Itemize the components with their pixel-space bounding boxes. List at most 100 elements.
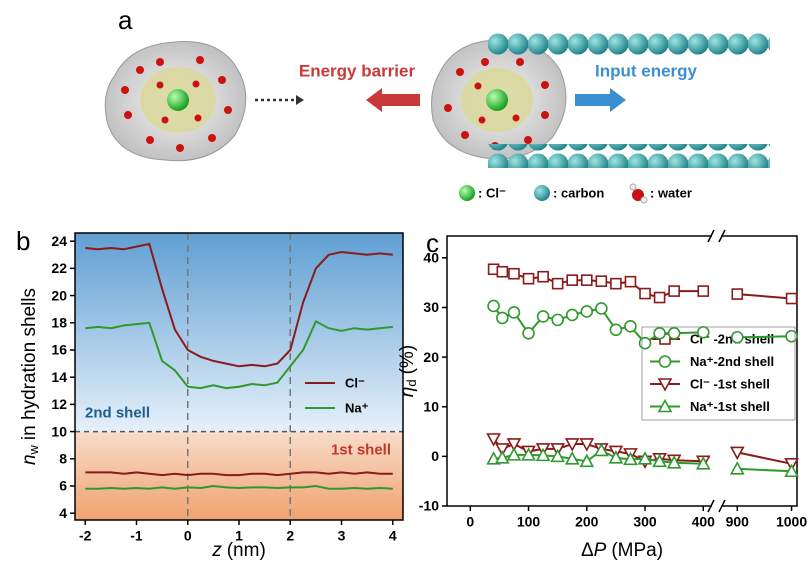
marker <box>654 328 665 339</box>
legend-text: : water <box>650 185 692 200</box>
marker <box>523 328 534 339</box>
y-axis-label: nw in hydration shells <box>19 288 41 465</box>
marker <box>488 300 499 311</box>
x-tick-label: 0 <box>184 528 192 544</box>
marker <box>610 324 621 335</box>
label-text: in hydration shells <box>19 288 40 440</box>
marker <box>596 303 607 314</box>
barrier-label: Energy barrier <box>299 61 416 80</box>
panel-label: a <box>118 5 133 35</box>
x-tick-label: -1 <box>130 528 143 544</box>
x-tick-label: 100 <box>517 514 541 530</box>
page: a Energy barrier I <box>0 0 811 567</box>
marker <box>655 293 665 303</box>
marker <box>732 289 742 299</box>
label-text: (MPa) <box>611 540 663 561</box>
marker <box>640 289 650 299</box>
marker <box>497 312 508 323</box>
axis-break <box>708 230 725 242</box>
marker <box>669 286 679 296</box>
region-label: 2nd shell <box>85 405 150 422</box>
nanotube-wall <box>488 144 770 168</box>
y-tick-label: 20 <box>51 287 67 303</box>
y-tick-label: 22 <box>51 260 67 276</box>
y-tick-label: 16 <box>51 342 67 358</box>
marker <box>660 356 671 367</box>
marker <box>596 276 606 286</box>
x-tick-label: 300 <box>633 514 657 530</box>
x-tick-label: 400 <box>692 514 716 530</box>
y-tick-label: 10 <box>423 398 439 414</box>
x-tick-label: 900 <box>726 514 750 530</box>
x-tick-label: 0 <box>466 514 474 530</box>
y-tick-label: 24 <box>51 233 67 249</box>
label-sub: w <box>26 444 41 455</box>
y-tick-label: 14 <box>51 369 67 385</box>
marker <box>698 286 708 296</box>
label-symbol: z <box>211 540 222 561</box>
y-tick-label: 8 <box>59 450 67 466</box>
marker <box>625 321 636 332</box>
label-symbol: η <box>397 387 418 398</box>
marker <box>508 307 519 318</box>
marker <box>538 272 548 282</box>
legend-label: Na⁺-1st shell <box>690 399 770 414</box>
marker <box>497 267 507 277</box>
legend-label: Cl⁻ <box>345 375 365 390</box>
y-tick-label: 12 <box>51 396 67 412</box>
hydrated-ion-free <box>105 42 246 161</box>
nanotube-wall <box>488 32 770 56</box>
region-label: 1st shell <box>331 442 391 459</box>
marker <box>640 338 651 349</box>
input-label: Input energy <box>595 61 698 80</box>
x-tick-label: 2 <box>286 528 294 544</box>
y-tick-label: 0 <box>431 448 439 464</box>
legend-text: : Cl⁻ <box>478 185 506 200</box>
y-tick-label: 6 <box>59 478 67 494</box>
label-text: (%) <box>397 345 418 375</box>
x-tick-label: -2 <box>79 528 92 544</box>
marker <box>524 274 534 284</box>
marker <box>582 275 592 285</box>
x-axis-label: z(nm) <box>211 540 266 561</box>
figure: a Energy barrier I <box>0 0 811 567</box>
marker <box>567 275 577 285</box>
y-tick-label: 10 <box>51 423 67 439</box>
panel-a: a Energy barrier I <box>105 5 770 203</box>
marker <box>553 279 563 289</box>
marker <box>669 328 680 339</box>
x-tick-label: 3 <box>338 528 346 544</box>
label-text: (nm) <box>227 540 266 561</box>
marker <box>611 279 621 289</box>
marker <box>581 306 592 317</box>
y-axis-label: ηd (%) <box>397 345 419 397</box>
marker <box>625 277 635 287</box>
legend-label: Cl⁻ -1st shell <box>690 376 770 391</box>
y-tick-label: 4 <box>59 505 67 521</box>
axis-break <box>708 500 725 512</box>
label-symbol: n <box>19 454 40 465</box>
y-tick-label: 30 <box>423 299 439 315</box>
x-tick-label: 4 <box>389 528 397 544</box>
y-tick-label: -10 <box>419 498 439 514</box>
x-tick-label: 1000 <box>776 514 807 530</box>
marker <box>698 327 709 338</box>
marker <box>538 311 549 322</box>
label-sub: d <box>404 379 419 386</box>
label-symbol: P <box>594 540 607 561</box>
legend-label: Na⁺ <box>345 400 369 415</box>
marker <box>786 331 797 342</box>
x-axis-label: ΔP(MPa) <box>581 540 663 561</box>
legend-label: Na⁺-2nd shell <box>690 354 774 369</box>
hydrated-ion-pore <box>432 40 566 159</box>
y-tick-label: 20 <box>423 349 439 365</box>
marker <box>509 269 519 279</box>
marker <box>552 314 563 325</box>
marker <box>567 309 578 320</box>
panel-label: b <box>16 226 30 256</box>
label-symbol: Δ <box>581 540 594 561</box>
y-tick-label: 18 <box>51 314 67 330</box>
panel-label: c <box>426 228 439 258</box>
